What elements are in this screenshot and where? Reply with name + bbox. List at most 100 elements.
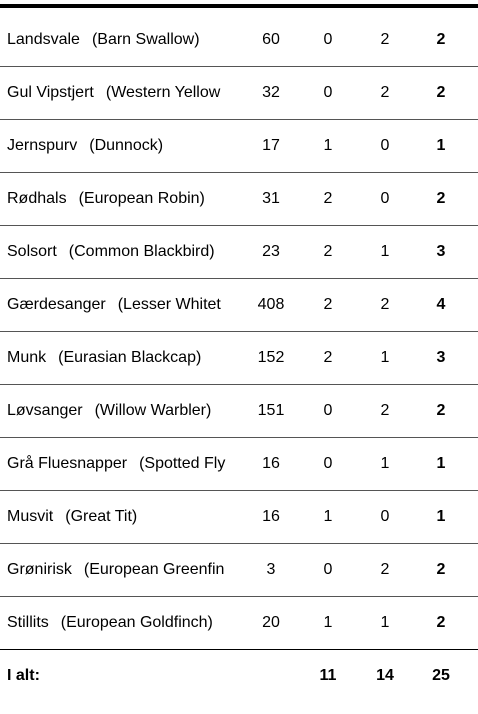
row-separator bbox=[0, 66, 478, 67]
value-cell: 2 bbox=[380, 31, 390, 48]
danish-name: Grå Fluesnapper bbox=[7, 455, 128, 472]
species-name: Landsvale (Barn Swallow) bbox=[7, 30, 239, 50]
value-cell: 0 bbox=[380, 508, 390, 525]
value-cell: 0 bbox=[323, 31, 333, 48]
total-value: 14 bbox=[376, 667, 394, 684]
english-name: (European Goldfinch) bbox=[60, 614, 213, 631]
value-cell: 2 bbox=[380, 296, 390, 313]
row-separator bbox=[0, 649, 478, 650]
value-cell: 2 bbox=[323, 243, 333, 260]
value-cell: 20 bbox=[262, 614, 280, 631]
value-cell: 151 bbox=[257, 402, 285, 419]
value-cell: 0 bbox=[323, 402, 333, 419]
total-label: I alt: bbox=[7, 667, 40, 684]
value-cell: 3 bbox=[436, 243, 446, 260]
species-name: Stillits (European Goldfinch) bbox=[7, 613, 239, 633]
english-name: (Eurasian Blackcap) bbox=[58, 349, 202, 366]
value-cell: 2 bbox=[380, 561, 390, 578]
value-cell: 1 bbox=[323, 508, 333, 525]
row-separator bbox=[0, 596, 478, 597]
value-cell: 2 bbox=[380, 84, 390, 101]
value-cell: 2 bbox=[436, 614, 446, 631]
english-name: (Western Yellow bbox=[105, 84, 221, 101]
value-cell: 1 bbox=[380, 243, 390, 260]
row-separator bbox=[0, 490, 478, 491]
species-name: Grønirisk (European Greenfin bbox=[7, 560, 239, 580]
danish-name: Stillits bbox=[7, 614, 49, 631]
species-name: Solsort (Common Blackbird) bbox=[7, 242, 239, 262]
danish-name: Jernspurv bbox=[7, 137, 78, 154]
row-separator bbox=[0, 278, 478, 279]
row-separator bbox=[0, 543, 478, 544]
value-cell: 2 bbox=[436, 561, 446, 578]
total-value: 11 bbox=[319, 667, 337, 684]
species-name: Jernspurv (Dunnock) bbox=[7, 136, 239, 156]
value-cell: 1 bbox=[436, 137, 446, 154]
english-name: (Barn Swallow) bbox=[91, 31, 200, 48]
value-cell: 2 bbox=[436, 190, 446, 207]
species-name: Gul Vipstjert (Western Yellow bbox=[7, 83, 239, 103]
danish-name: Landsvale bbox=[7, 31, 80, 48]
value-cell: 2 bbox=[436, 84, 446, 101]
species-name: Løvsanger (Willow Warbler) bbox=[7, 401, 239, 421]
row-separator bbox=[0, 225, 478, 226]
value-cell: 2 bbox=[436, 31, 446, 48]
value-cell: 0 bbox=[323, 455, 333, 472]
value-cell: 0 bbox=[380, 190, 390, 207]
value-cell: 1 bbox=[380, 614, 390, 631]
english-name: (European Robin) bbox=[78, 190, 205, 207]
row-separator bbox=[0, 384, 478, 385]
value-cell: 1 bbox=[323, 137, 333, 154]
danish-name: Solsort bbox=[7, 243, 57, 260]
value-cell: 2 bbox=[323, 296, 333, 313]
value-cell: 0 bbox=[323, 84, 333, 101]
top-rule bbox=[0, 4, 478, 8]
value-cell: 3 bbox=[266, 561, 276, 578]
value-cell: 0 bbox=[323, 561, 333, 578]
value-cell: 4 bbox=[436, 296, 446, 313]
value-cell: 16 bbox=[262, 508, 280, 525]
row-separator bbox=[0, 437, 478, 438]
english-name: (Spotted Fly bbox=[139, 455, 226, 472]
value-cell: 2 bbox=[436, 402, 446, 419]
value-cell: 32 bbox=[262, 84, 280, 101]
value-cell: 2 bbox=[380, 402, 390, 419]
danish-name: Munk bbox=[7, 349, 47, 366]
english-name: (Lesser Whitet bbox=[117, 296, 221, 313]
value-cell: 3 bbox=[436, 349, 446, 366]
danish-name: Rødhals bbox=[7, 190, 67, 207]
value-cell: 1 bbox=[436, 508, 446, 525]
species-name: Munk (Eurasian Blackcap) bbox=[7, 348, 239, 368]
english-name: (Common Blackbird) bbox=[68, 243, 215, 260]
value-cell: 16 bbox=[262, 455, 280, 472]
english-name: (European Greenfin bbox=[83, 561, 225, 578]
english-name: (Willow Warbler) bbox=[94, 402, 212, 419]
row-separator bbox=[0, 172, 478, 173]
value-cell: 2 bbox=[323, 190, 333, 207]
danish-name: Musvit bbox=[7, 508, 54, 525]
value-cell: 1 bbox=[380, 455, 390, 472]
value-cell: 1 bbox=[380, 349, 390, 366]
species-name: Grå Fluesnapper (Spotted Fly bbox=[7, 454, 239, 474]
value-cell: 408 bbox=[257, 296, 285, 313]
row-separator bbox=[0, 331, 478, 332]
species-name: Gærdesanger (Lesser Whitet bbox=[7, 295, 239, 315]
value-cell: 31 bbox=[262, 190, 280, 207]
english-name: (Dunnock) bbox=[89, 137, 164, 154]
danish-name: Gul Vipstjert bbox=[7, 84, 94, 101]
value-cell: 2 bbox=[323, 349, 333, 366]
value-cell: 17 bbox=[262, 137, 280, 154]
value-cell: 152 bbox=[257, 349, 285, 366]
value-cell: 60 bbox=[262, 31, 280, 48]
danish-name: Grønirisk bbox=[7, 561, 72, 578]
value-cell: 23 bbox=[262, 243, 280, 260]
row-separator bbox=[0, 119, 478, 120]
value-cell: 1 bbox=[323, 614, 333, 631]
danish-name: Gærdesanger bbox=[7, 296, 106, 313]
value-cell: 0 bbox=[380, 137, 390, 154]
value-cell: 1 bbox=[436, 455, 446, 472]
species-name: Rødhals (European Robin) bbox=[7, 189, 239, 209]
species-name: Musvit (Great Tit) bbox=[7, 507, 239, 527]
danish-name: Løvsanger bbox=[7, 402, 83, 419]
